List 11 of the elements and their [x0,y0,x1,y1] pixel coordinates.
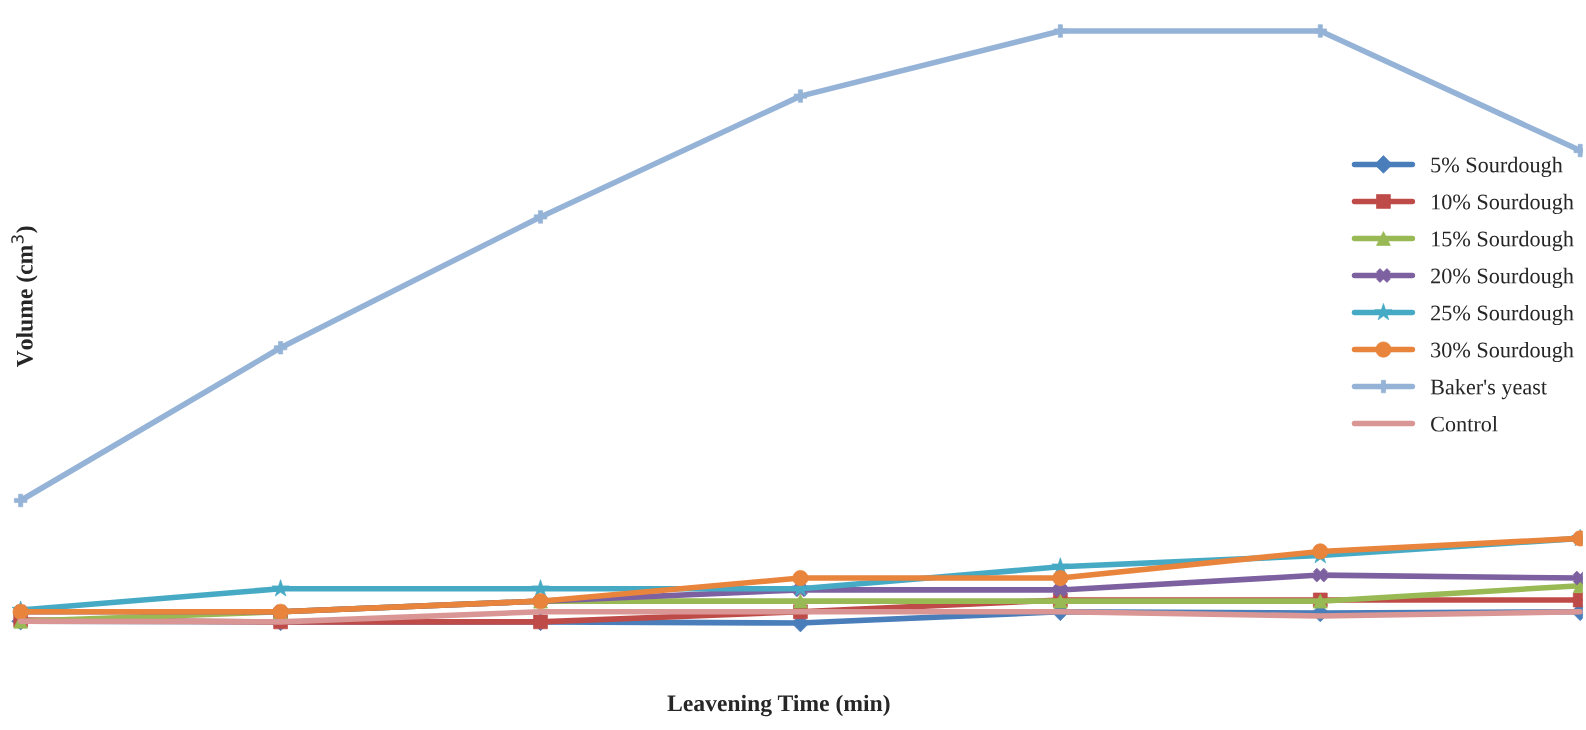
x-axis-title: Leavening Time (min) [667,694,890,717]
legend-label: 25% Sourdough [1431,304,1574,326]
legend-label: 5% Sourdough [1431,156,1563,178]
y-axis-title: Volume (cm$^{3}$) [11,226,38,368]
legend-label: 30% Sourdough [1431,341,1574,363]
legend-label: 20% Sourdough [1431,267,1574,289]
legend-label: 15% Sourdough [1432,230,1574,252]
point [273,341,288,355]
legend-label: Baker's yeast [1430,378,1547,400]
legend-label: 10% Sourdough [1432,193,1574,215]
legend-label: Control [1431,415,1498,432]
